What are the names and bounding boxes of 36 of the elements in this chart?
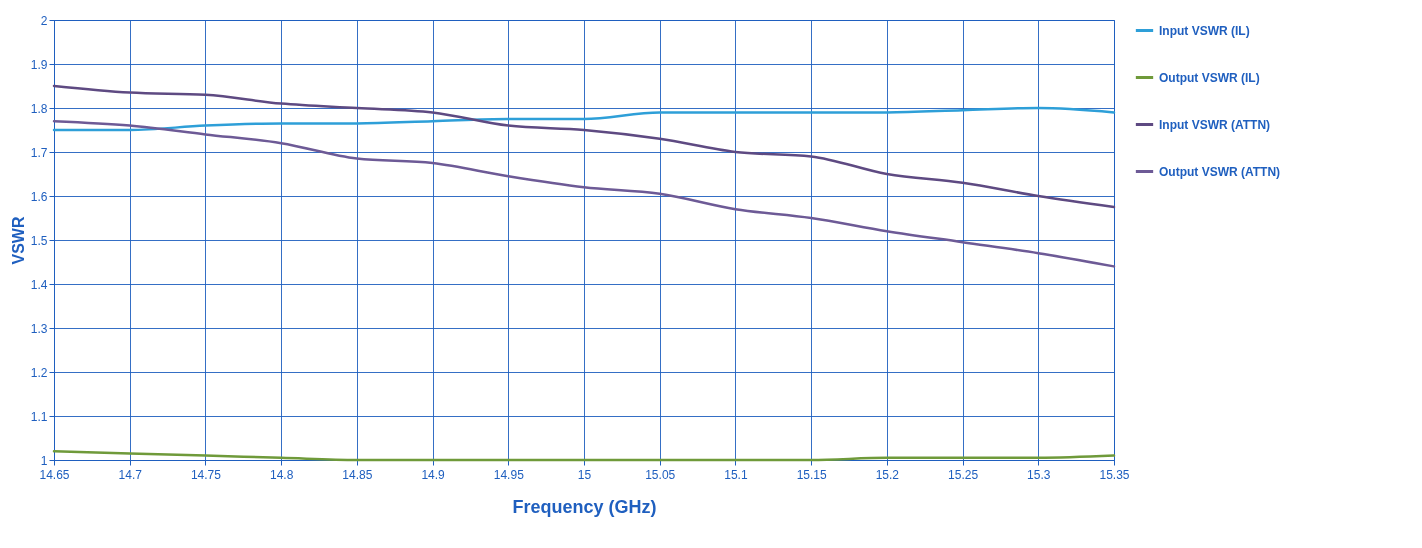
y-tick-label: 1.1 xyxy=(30,409,48,424)
x-tick-label: 15.2 xyxy=(875,467,900,482)
x-tick-label: 15.15 xyxy=(796,467,827,482)
x-tick-label: 15.35 xyxy=(1099,467,1130,482)
legend-label: Output VSWR (ATTN) xyxy=(1159,164,1281,179)
line-series xyxy=(52,119,1116,268)
legend-label: Output VSWR (IL) xyxy=(1159,70,1260,85)
x-tick-label: 15.05 xyxy=(645,467,676,482)
x-tick-label: 15 xyxy=(577,467,592,482)
x-tick-label: 14.9 xyxy=(421,467,446,482)
y-tick-label: 1.2 xyxy=(30,365,48,380)
y-tick-label: 1.7 xyxy=(30,145,48,160)
x-tick-label: 14.95 xyxy=(493,467,525,482)
y-tick-label: 1.5 xyxy=(30,233,48,248)
x-tick-label: 14.85 xyxy=(342,467,373,482)
y-tick-label: 1.9 xyxy=(30,57,48,72)
legend-label: Input VSWR (ATTN) xyxy=(1159,117,1271,132)
y-tick-label: 1.6 xyxy=(30,189,48,204)
x-tick-label: 15.3 xyxy=(1027,467,1051,482)
legend-label: Input VSWR (IL) xyxy=(1159,23,1250,38)
x-axis-title: Frequency (GHz) xyxy=(512,496,657,517)
y-tick-label: 2 xyxy=(40,13,48,28)
x-tick-label: 15.25 xyxy=(948,467,979,482)
x-tick-label: 15.1 xyxy=(724,467,748,482)
line-series xyxy=(52,106,1116,132)
x-tick-label: 14.7 xyxy=(118,467,143,482)
x-tick-label: 14.8 xyxy=(269,467,294,482)
x-tick-label: 14.75 xyxy=(190,467,222,482)
y-tick-label: 1.8 xyxy=(30,101,48,116)
x-tick-label: 14.65 xyxy=(39,467,70,482)
y-tick-label: 1.4 xyxy=(30,277,48,292)
y-axis-title: VSWR xyxy=(9,216,27,265)
line-series xyxy=(52,84,1116,209)
y-tick-label: 1 xyxy=(40,453,48,468)
y-tick-label: 1.3 xyxy=(30,321,48,336)
line-series xyxy=(52,449,1116,462)
